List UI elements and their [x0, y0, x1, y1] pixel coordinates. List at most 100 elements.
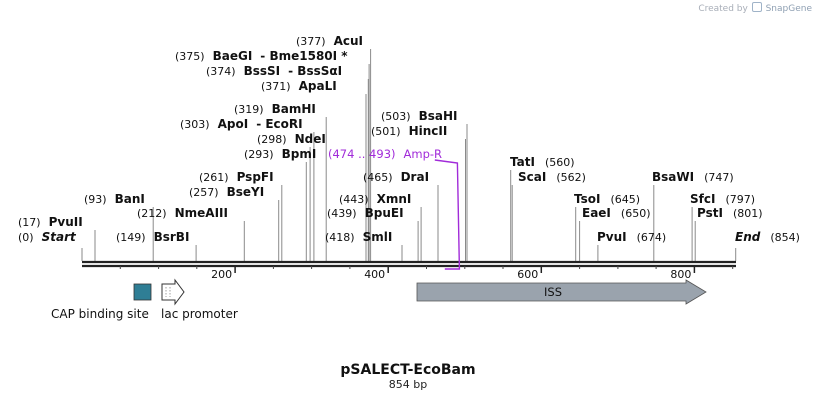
site-label-bpuei: (439) BpuEI	[327, 206, 404, 220]
site-label-bamhi: (319) BamHI	[234, 102, 316, 116]
site-label-drai: (465) DraI	[363, 170, 429, 184]
site-label-hincii: (501) HincII	[371, 124, 447, 138]
site-position: (645)	[610, 193, 640, 206]
site-position: (257)	[189, 186, 219, 199]
site-position: (149)	[116, 231, 146, 244]
site-name: TatI	[510, 155, 535, 169]
site-position: (375)	[175, 50, 205, 63]
site-label-baegi: (375) BaeGI - Bme1580I *	[175, 49, 348, 63]
site-name: SmlI	[363, 230, 393, 244]
site-position: (371)	[261, 80, 291, 93]
ruler-ticks: 200 400 600 800	[119, 266, 734, 281]
site-label-bsrbi: (149) BsrBI	[116, 230, 189, 244]
site-label-psti: PstI (801)	[697, 206, 763, 220]
site-position: (377)	[296, 35, 326, 48]
site-label-bseyi: (257) BseYI	[189, 185, 264, 199]
site-position: (303)	[180, 118, 210, 131]
site-name: BssSI	[244, 64, 281, 78]
feature-iss-arrow	[416, 279, 707, 305]
site-label-pvui: PvuI (674)	[597, 230, 666, 244]
site-label-start: (0) Start	[18, 230, 77, 244]
ruler-tick-label: 200	[211, 268, 232, 281]
snapgene-credit: Created by SnapGene	[698, 2, 812, 14]
feature-cap-label: CAP binding site	[51, 307, 149, 321]
site-name: BpuEI	[365, 206, 404, 220]
site-position: (17)	[18, 216, 41, 229]
site-position: (212)	[137, 207, 167, 220]
feature-cap-binding-site	[133, 283, 152, 301]
site-name: BseYI	[227, 185, 265, 199]
site-label-bpmi: (293) BpmI	[244, 147, 316, 161]
site-position: (650)	[621, 207, 651, 220]
site-position: (747)	[704, 171, 734, 184]
site-label-sfci: SfcI (797)	[690, 192, 755, 206]
site-position: (443)	[339, 193, 369, 206]
site-position: (854)	[770, 231, 800, 244]
site-name-alt: - BssSαI	[288, 64, 342, 78]
features: ISS CAP binding site lac promoter	[51, 278, 707, 321]
primer-amp-r: (474 .. 493) Amp-R	[328, 147, 461, 270]
site-name: End	[735, 230, 761, 244]
site-name: DraI	[401, 170, 429, 184]
primer-name: Amp-R	[404, 147, 443, 161]
site-label-tsoi: TsoI (645)	[574, 192, 640, 206]
site-name: BpmI	[282, 147, 317, 161]
site-position: (374)	[206, 65, 236, 78]
site-name: BaeGI	[213, 49, 253, 63]
site-label-xmni: (443) XmnI	[339, 192, 411, 206]
site-position: (293)	[244, 148, 274, 161]
site-name: SfcI	[690, 192, 715, 206]
feature-iss-label: ISS	[544, 285, 562, 299]
site-position: (465)	[363, 171, 393, 184]
site-name: BsrBI	[154, 230, 190, 244]
site-name-alt: - EcoRI	[256, 117, 302, 131]
feature-lac-promoter	[161, 278, 185, 306]
site-position: (797)	[725, 193, 755, 206]
site-name: PspFI	[237, 170, 274, 184]
site-position: (439)	[327, 207, 357, 220]
site-lines	[81, 49, 737, 261]
site-name: ApaLI	[299, 79, 337, 93]
site-position: (319)	[234, 103, 264, 116]
site-name: XmnI	[377, 192, 412, 206]
site-name: Start	[42, 230, 77, 244]
site-name: ScaI	[518, 170, 546, 184]
site-position: (298)	[257, 133, 287, 146]
site-position: (560)	[545, 156, 575, 169]
site-position: (93)	[84, 193, 107, 206]
credit-prefix: Created by	[698, 4, 748, 14]
site-position: (261)	[199, 171, 229, 184]
site-label-smli: (418) SmlI	[325, 230, 392, 244]
snapgene-logo-icon	[751, 2, 762, 12]
credit-brand: SnapGene	[765, 4, 812, 14]
site-label-acui: (377) AcuI	[296, 34, 363, 48]
site-label-scai: ScaI (562)	[518, 170, 586, 184]
site-name: BanI	[115, 192, 145, 206]
site-name: ApoI	[218, 117, 249, 131]
site-position: (674)	[637, 231, 667, 244]
site-label-apoi: (303) ApoI - EcoRI	[180, 117, 303, 131]
site-label-ndei: (298) NdeI	[257, 132, 326, 146]
primer-connector	[434, 159, 461, 270]
site-position: (0)	[18, 231, 34, 244]
site-name: NmeAIII	[175, 206, 228, 220]
site-name-alt: - Bme1580I *	[260, 49, 348, 63]
site-label-apali: (371) ApaLI	[261, 79, 337, 93]
plasmid-name: pSALECT-EcoBam	[340, 362, 475, 378]
site-label-pspfi: (261) PspFI	[199, 170, 274, 184]
site-name: PvuI	[597, 230, 627, 244]
site-label-bsawi: BsaWI (747)	[652, 170, 734, 184]
site-name: TsoI	[574, 192, 600, 206]
site-position: (501)	[371, 125, 401, 138]
site-label-bani: (93) BanI	[84, 192, 145, 206]
site-label-nmeaiii: (212) NmeAIII	[137, 206, 228, 220]
ruler-tick-label: 800	[670, 268, 691, 281]
site-name: NdeI	[295, 132, 326, 146]
site-label-bsahi: (503) BsaHI	[381, 109, 458, 123]
plasmid-length: 854 bp	[389, 378, 427, 391]
site-name: AcuI	[334, 34, 363, 48]
site-label-tati: TatI (560)	[510, 155, 575, 169]
site-position: (562)	[556, 171, 586, 184]
site-label-eaei: EaeI (650)	[582, 206, 651, 220]
